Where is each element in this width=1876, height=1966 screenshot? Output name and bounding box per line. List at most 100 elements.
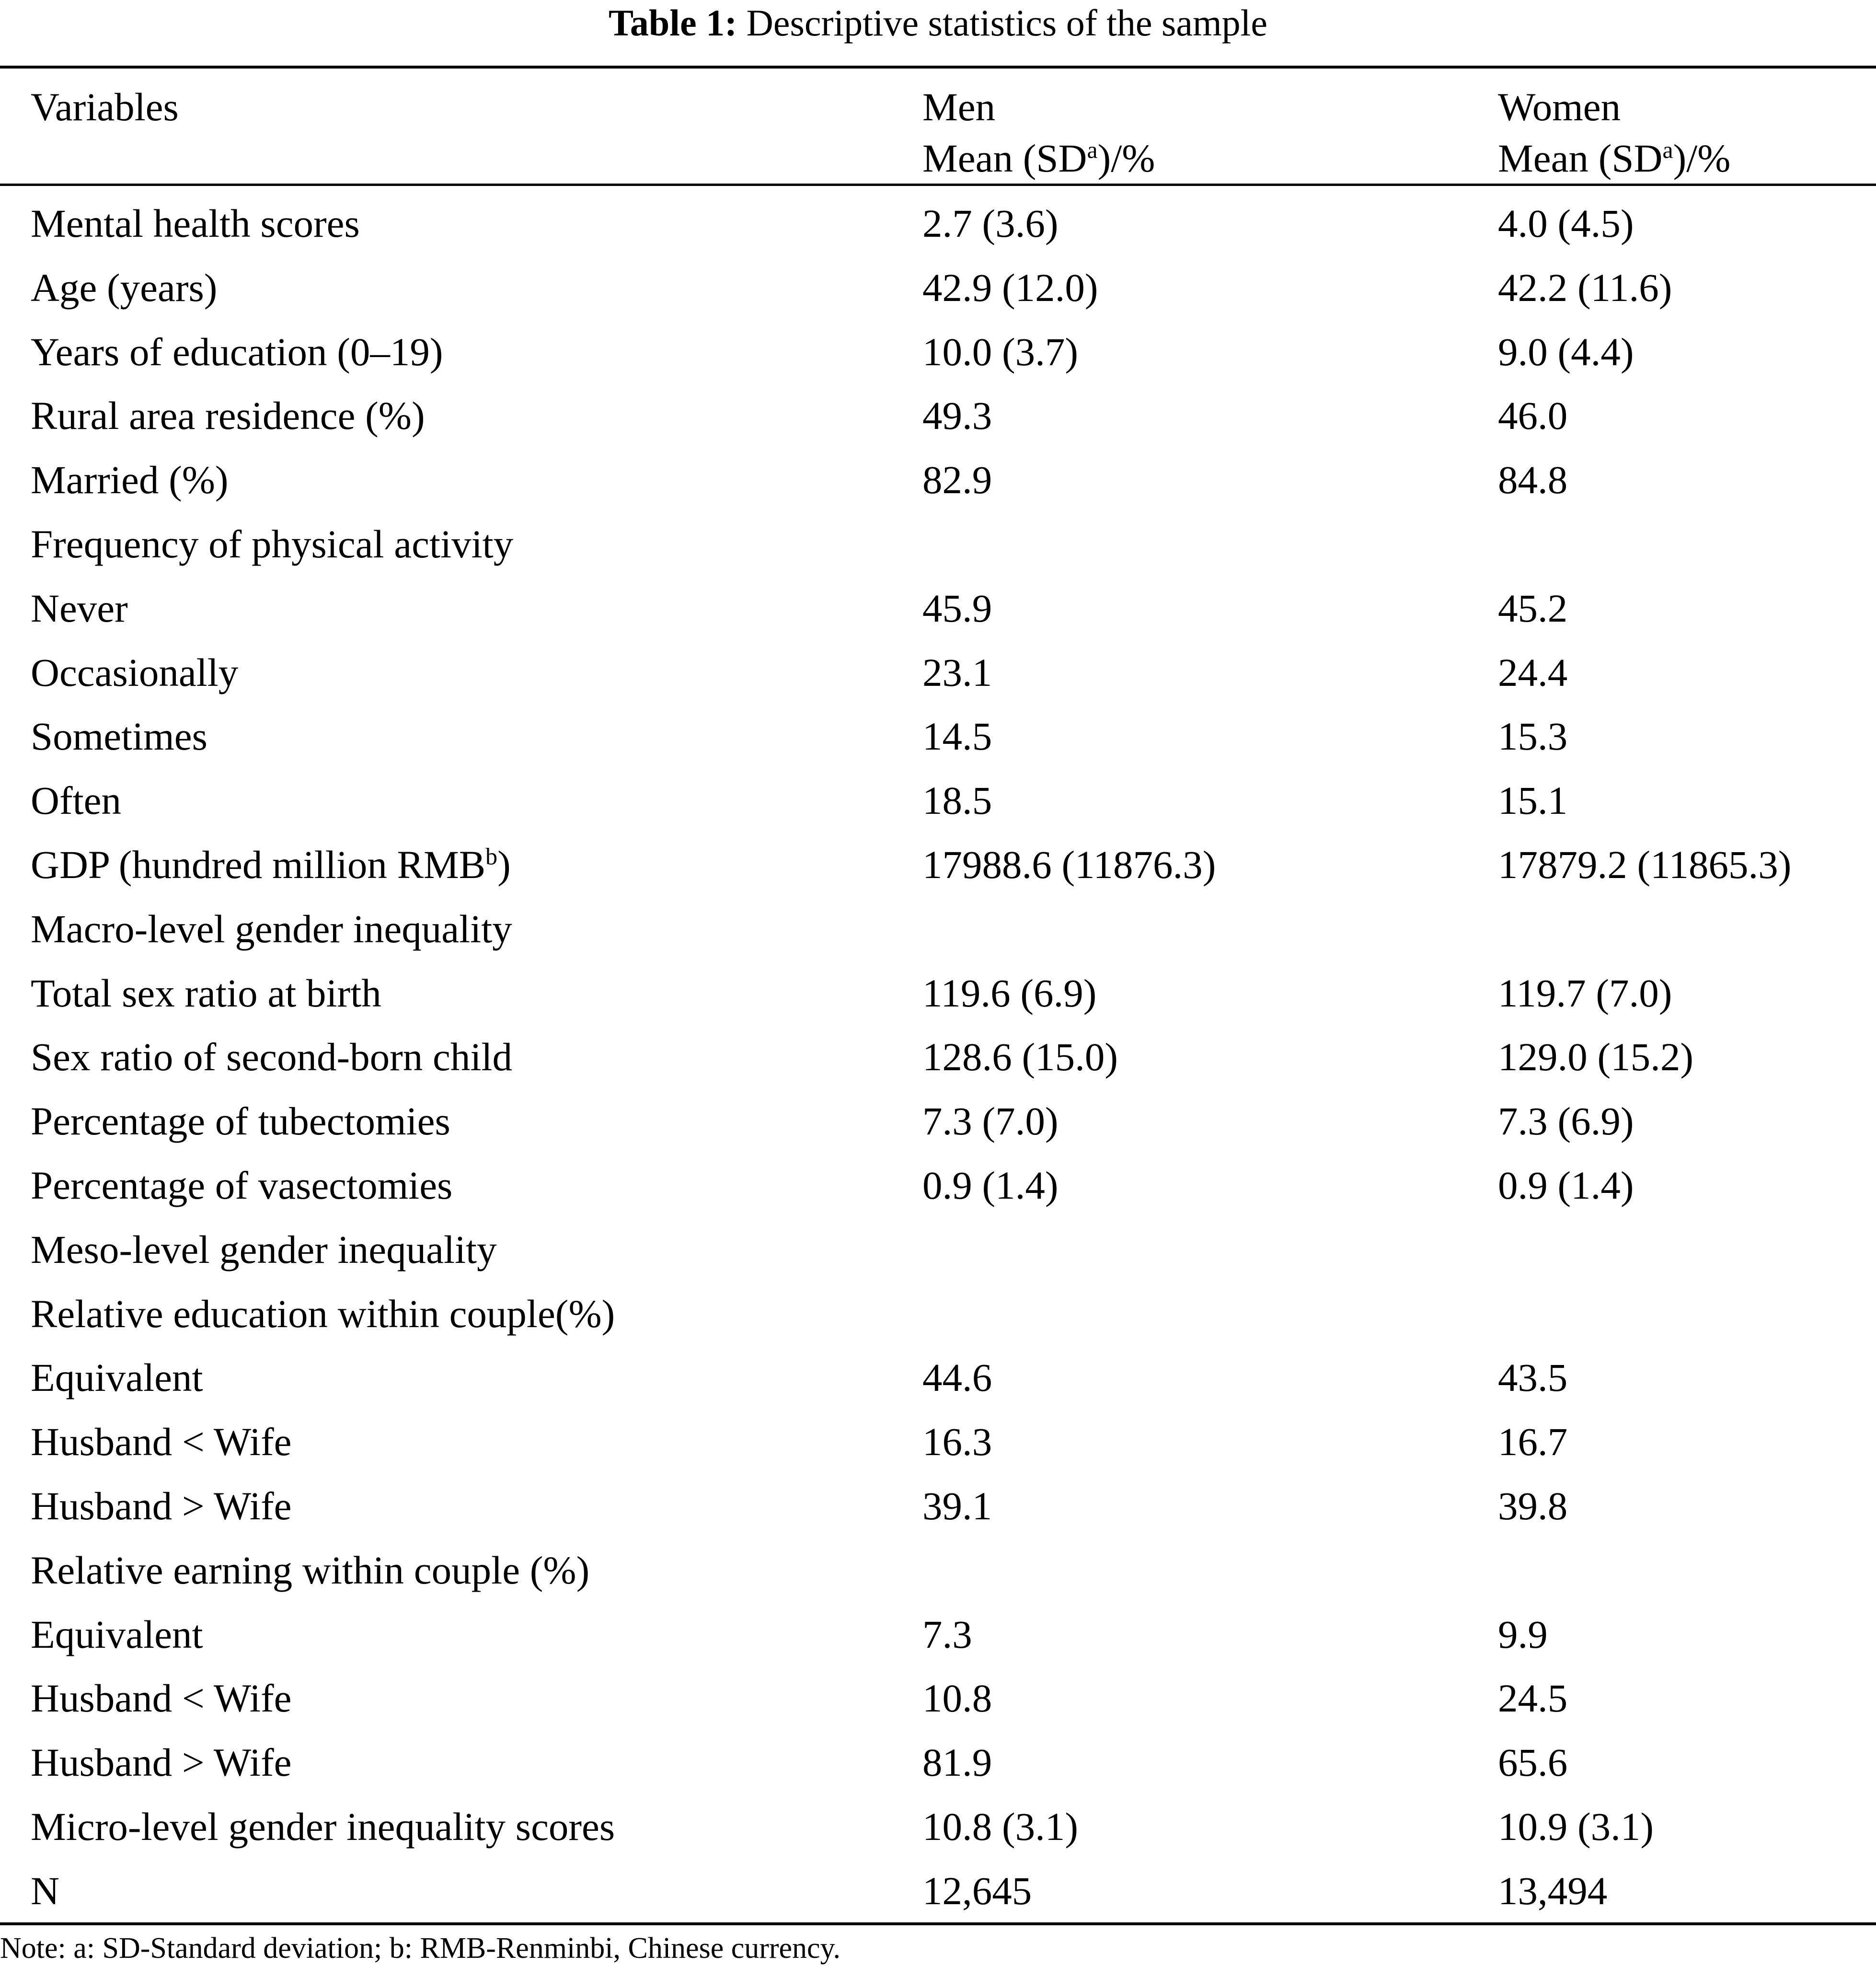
table-row: Relative education within couple(%) <box>0 1282 1876 1346</box>
row-label-text: Equivalent <box>31 1612 203 1656</box>
row-women-value: 9.0 (4.4) <box>1498 329 1634 374</box>
row-women-value: 9.9 <box>1498 1612 1548 1656</box>
table-row: Equivalent 44.6 43.5 <box>0 1346 1876 1410</box>
table-row: GDP (hundred million RMBb) 17988.6 (11876… <box>0 833 1876 897</box>
header-men: Men Mean (SDa)/% <box>922 81 1155 184</box>
row-women-value: 4.0 (4.5) <box>1498 201 1634 245</box>
row-men-value: 18.5 <box>922 778 992 823</box>
row-men-value: 12,645 <box>922 1868 1032 1913</box>
row-label-text: Sex ratio of second-born child <box>31 1035 512 1079</box>
table-bottom-rule <box>0 1922 1876 1925</box>
row-women-value: 13,494 <box>1498 1868 1608 1913</box>
row-men-value: 10.8 <box>922 1676 992 1721</box>
row-men-value: 44.6 <box>922 1355 992 1400</box>
row-men-value: 119.6 (6.9) <box>922 971 1097 1015</box>
row-label: Rural area residence (%) <box>31 384 425 448</box>
table-row: Husband < Wife 16.3 16.7 <box>0 1410 1876 1474</box>
row-men-value: 7.3 (7.0) <box>922 1099 1059 1144</box>
header-women-stat: Mean (SDa)/% <box>1498 133 1730 184</box>
row-label: Age (years) <box>31 256 217 320</box>
row-women-value: 119.7 (7.0) <box>1498 971 1672 1015</box>
row-women-value: 7.3 (6.9) <box>1498 1099 1634 1144</box>
row-label-text: N <box>31 1868 59 1913</box>
row-women-value: 10.9 (3.1) <box>1498 1804 1654 1849</box>
row-label-text: Total sex ratio at birth <box>31 971 381 1015</box>
table-row: Relative earning within couple (%) <box>0 1538 1876 1603</box>
row-label: Husband > Wife <box>31 1731 291 1795</box>
row-label-text: Micro-level gender inequality scores <box>31 1804 615 1849</box>
table-row: Equivalent 7.3 9.9 <box>0 1603 1876 1667</box>
row-label: Occasionally <box>31 641 238 705</box>
row-label: Husband < Wife <box>31 1410 291 1474</box>
row-label: GDP (hundred million RMBb) <box>31 833 511 897</box>
table-caption-label: Table 1: <box>609 2 737 44</box>
table-row: Often 18.5 15.1 <box>0 769 1876 833</box>
row-men-value: 82.9 <box>922 458 992 502</box>
table-row: Percentage of vasectomies 0.9 (1.4) 0.9 (1… <box>0 1154 1876 1218</box>
table-row: Frequency of physical activity <box>0 512 1876 577</box>
table-row: Married (%) 82.9 84.8 <box>0 448 1876 512</box>
row-men-value: 16.3 <box>922 1420 992 1464</box>
row-label: Husband < Wife <box>31 1666 291 1731</box>
row-label: Percentage of tubectomies <box>31 1089 450 1154</box>
row-men-value: 17988.6 (11876.3) <box>922 842 1216 887</box>
row-women-value: 46.0 <box>1498 393 1568 438</box>
row-label-text: Husband > Wife <box>31 1483 292 1528</box>
table-row: Occasionally 23.1 24.4 <box>0 641 1876 705</box>
table-row: Mental health scores 2.7 (3.6) 4.0 (4.5) <box>0 192 1876 256</box>
table-caption: Table 1: Descriptive statistics of the s… <box>0 0 1876 46</box>
row-label: Meso-level gender inequality <box>31 1218 497 1282</box>
row-label-text: Husband < Wife <box>31 1676 292 1721</box>
row-label: Married (%) <box>31 448 229 512</box>
row-women-value: 129.0 (15.2) <box>1498 1035 1694 1079</box>
row-women-value: 24.4 <box>1498 650 1568 694</box>
row-women-value: 24.5 <box>1498 1676 1568 1721</box>
row-women-value: 15.1 <box>1498 778 1568 823</box>
row-label: Often <box>31 769 121 833</box>
table-row: Sex ratio of second-born child 128.6 (15.… <box>0 1025 1876 1089</box>
table-row: Age (years) 42.9 (12.0) 42.2 (11.6) <box>0 256 1876 320</box>
row-women-value: 65.6 <box>1498 1740 1568 1785</box>
row-women-value: 42.2 (11.6) <box>1498 265 1672 310</box>
row-label: Relative education within couple(%) <box>31 1282 615 1346</box>
row-label: Years of education (0–19) <box>31 320 443 384</box>
row-label-text: Relative earning within couple (%) <box>31 1548 590 1592</box>
row-label-text: Occasionally <box>31 650 239 694</box>
row-label: Equivalent <box>31 1346 203 1410</box>
table-row: Never 45.9 45.2 <box>0 577 1876 641</box>
row-label-text: Husband > Wife <box>31 1740 292 1785</box>
row-men-value: 128.6 (15.0) <box>922 1035 1118 1079</box>
table-row: Total sex ratio at birth 119.6 (6.9) 119.7… <box>0 961 1876 1026</box>
row-label: Sometimes <box>31 705 207 769</box>
table-row: Husband > Wife 81.9 65.6 <box>0 1731 1876 1795</box>
row-men-value: 0.9 (1.4) <box>922 1163 1059 1207</box>
row-men-value: 7.3 <box>922 1612 972 1656</box>
row-women-value: 0.9 (1.4) <box>1498 1163 1634 1207</box>
row-label: Micro-level gender inequality scores <box>31 1795 615 1859</box>
table-header-rule <box>0 184 1876 186</box>
row-label: Frequency of physical activity <box>31 512 513 577</box>
row-label: Relative earning within couple (%) <box>31 1538 589 1603</box>
row-label-text: Age (years) <box>31 265 218 310</box>
row-men-value: 14.5 <box>922 714 992 759</box>
table-note: Note: a: SD-Standard deviation; b: RMB-R… <box>0 1932 841 1965</box>
row-label-text: Mental health scores <box>31 201 360 245</box>
row-label-text: Percentage of tubectomies <box>31 1099 450 1144</box>
header-women: Women Mean (SDa)/% <box>1498 81 1730 184</box>
row-men-value: 49.3 <box>922 393 992 438</box>
row-women-value: 43.5 <box>1498 1355 1568 1400</box>
table-row: Meso-level gender inequality <box>0 1218 1876 1282</box>
row-label-text: Never <box>31 586 128 630</box>
header-variables: Variables <box>31 81 179 133</box>
row-label: Macro-level gender inequality <box>31 897 512 961</box>
table-header: Variables Men Mean (SDa)/% Women Mean (S… <box>0 81 1876 182</box>
row-label: Equivalent <box>31 1603 203 1667</box>
row-label-text: Percentage of vasectomies <box>31 1163 453 1207</box>
table-caption-text: Descriptive statistics of the sample <box>746 2 1267 44</box>
row-label: Sex ratio of second-born child <box>31 1025 512 1089</box>
row-women-value: 39.8 <box>1498 1483 1568 1528</box>
row-label-text: Often <box>31 778 121 823</box>
row-label-text: Equivalent <box>31 1355 203 1400</box>
row-label-text: Married (%) <box>31 458 229 502</box>
row-label-suffix: ) <box>497 842 511 887</box>
